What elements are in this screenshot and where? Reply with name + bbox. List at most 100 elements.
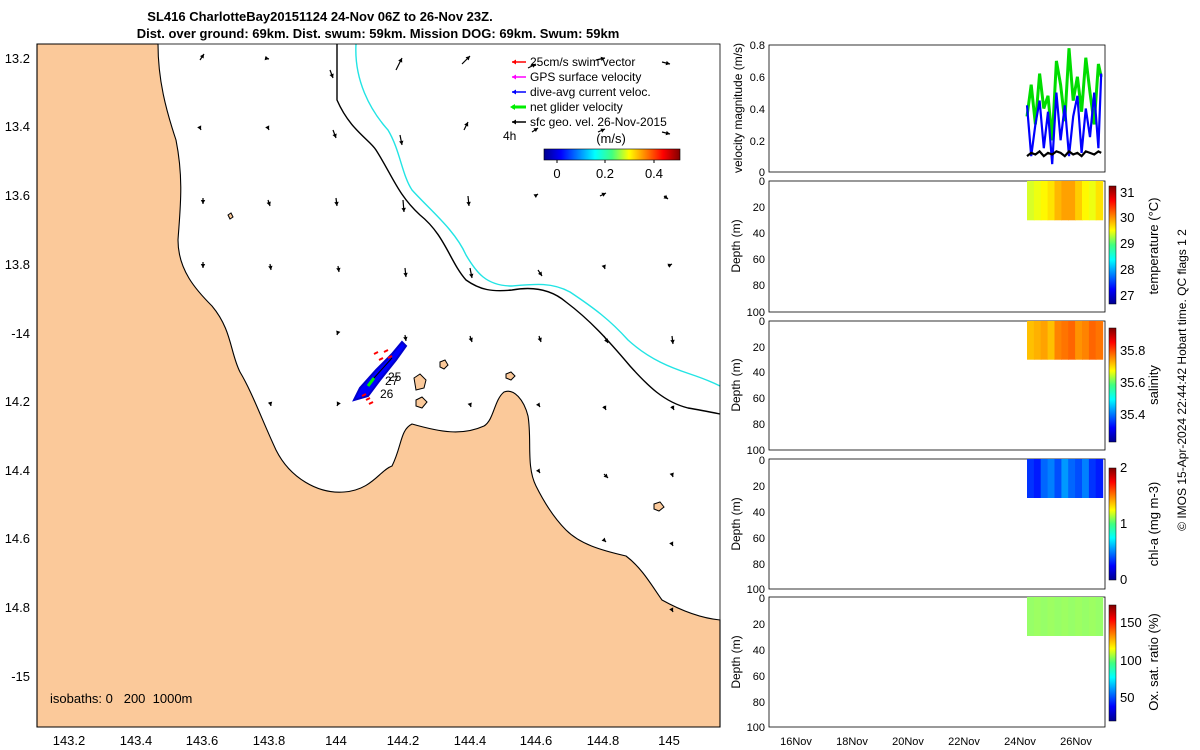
arrowhead-icon (469, 273, 474, 278)
arrowhead-icon (200, 264, 206, 268)
lat-tick-label: 13.4 (5, 119, 30, 134)
heatmap-cell (1061, 181, 1069, 221)
time-tick-label: 24Nov (1004, 736, 1036, 748)
track-day-label: 26 (380, 387, 394, 401)
colorbar-tick-label: 35.6 (1120, 375, 1145, 390)
lat-tick-label: 14.4 (5, 463, 30, 478)
track-line (373, 357, 393, 379)
arrowhead-icon (329, 73, 334, 78)
arrowhead-icon (468, 337, 473, 342)
arrowhead-icon (403, 336, 408, 341)
heatmap-cell (1027, 181, 1035, 221)
arrowhead-icon (601, 537, 606, 542)
heatmap-cell (1075, 181, 1083, 221)
arrowhead-icon (401, 207, 406, 212)
ytick-label: 0.8 (750, 40, 765, 52)
land-mainland (36, 43, 721, 728)
heatmap-cell (1040, 597, 1049, 636)
depth-tick-label: 20 (753, 342, 765, 354)
arrowhead-icon (465, 56, 470, 61)
lon-tick-label: 144 (325, 733, 347, 748)
arrowhead-icon (334, 201, 339, 206)
chla-colorbar (1108, 467, 1117, 581)
swim-vector (368, 401, 374, 405)
lat-tick-label: 14.6 (5, 531, 30, 546)
heatmap-cell (1075, 459, 1083, 498)
oxygen-section (1027, 597, 1104, 636)
isobath-1000m (355, 43, 721, 387)
velocity-panel: 0.8 0.6 0.4 0.2 0 velocity magnitude (m/… (731, 40, 1106, 179)
isobaths-label: isobaths: 0 200 1000m (50, 691, 192, 706)
arrowhead-icon (264, 55, 269, 61)
ytick-label: 0.6 (750, 72, 765, 84)
colorbar-tick-label: 0.4 (645, 166, 663, 181)
depth-tick-label: 40 (753, 367, 765, 379)
arrowhead-icon (669, 541, 674, 546)
colorbar-tick-label: 100 (1120, 653, 1142, 668)
track-day-label: 27 (385, 374, 399, 388)
arrowhead-icon (467, 402, 472, 407)
lon-tick-label: 144.2 (387, 733, 420, 748)
island (505, 371, 516, 381)
arrowhead-icon (536, 402, 540, 407)
title-line-1: SL416 CharlotteBay20151124 24-Nov 06Z to… (147, 9, 492, 24)
temperature-panel: 0 20 40 60 80 100 Depth (m) 31 30 29 28 … (729, 176, 1161, 319)
heatmap-cell (1054, 181, 1062, 221)
y-axis-label: Depth (m) (729, 497, 743, 550)
colorbar-tick-label: 0.2 (596, 166, 614, 181)
map-legend: 25cm/s swim vector GPS surface velocity … (503, 55, 681, 181)
lat-tick-label: 13.6 (5, 188, 30, 203)
arrowhead-icon (600, 56, 605, 61)
arrowhead-icon (336, 330, 341, 335)
heatmap-cell (1095, 597, 1104, 636)
net-glider-velocity (366, 377, 376, 387)
heatmap-cell (1088, 459, 1097, 498)
arrowhead-icon (512, 89, 516, 95)
arrowhead-icon (200, 54, 204, 59)
heatmap-cell (1027, 597, 1035, 636)
time-tick-label: 20Nov (892, 736, 924, 748)
swim-vector (383, 349, 389, 353)
arrowhead-icon (601, 264, 606, 269)
heatmap-cell (1068, 321, 1076, 360)
lon-tick-label: 145 (658, 733, 680, 748)
lat-tick-label: 13.2 (5, 51, 30, 66)
lon-tick-label: 143.4 (120, 733, 153, 748)
lat-tick-label: -14 (11, 326, 30, 341)
arrowhead-icon (670, 405, 675, 410)
track-day-label: 25 (388, 370, 402, 384)
heatmap-cell (1047, 459, 1056, 498)
heatmap-cell (1054, 597, 1062, 636)
depth-tick-label: 60 (753, 671, 765, 683)
colorbar-tick-label: 50 (1120, 690, 1134, 705)
colorbar-tick-label: 27 (1120, 288, 1134, 303)
swim-vector (365, 397, 371, 401)
arrowhead-icon (464, 122, 469, 127)
temperature-colorbar (1108, 185, 1117, 305)
arrowhead-icon (663, 194, 668, 199)
arrowhead-icon (268, 265, 273, 270)
swim-vector (387, 355, 393, 359)
longitude-axis: 143.2 143.4 143.6 143.8 144 144.2 144.4 … (53, 733, 680, 748)
swim-vector (361, 393, 367, 397)
colorbar-label: Ox. sat. ratio (%) (1146, 613, 1161, 711)
arrowhead-icon (197, 125, 202, 130)
ytick-label: 0.2 (750, 136, 765, 148)
time-tick-label: 22Nov (948, 736, 980, 748)
heatmap-cell (1054, 321, 1062, 360)
heatmap-cell (1061, 597, 1069, 636)
depth-tick-label: 80 (753, 419, 765, 431)
heatmap-cell (1054, 459, 1062, 498)
salinity-panel: 0 20 40 60 80 100 Depth (m) 35.8 35.6 35… (729, 316, 1161, 457)
depth-tick-label: 0 (759, 176, 765, 188)
heatmap-cell (1082, 181, 1090, 221)
salinity-colorbar (1108, 327, 1117, 443)
heatmap-cell (1061, 321, 1069, 360)
time-axis: 16Nov 18Nov 20Nov 22Nov 24Nov 26Nov (780, 736, 1092, 748)
chla-panel: 0 20 40 60 80 100 Depth (m) 2 1 0 chl-a … (729, 455, 1161, 596)
surface-geostrophic-velocity-arrows (197, 53, 675, 613)
arrowhead-icon (603, 473, 608, 478)
salinity-section (1027, 321, 1104, 360)
arrowhead-icon (531, 63, 536, 68)
